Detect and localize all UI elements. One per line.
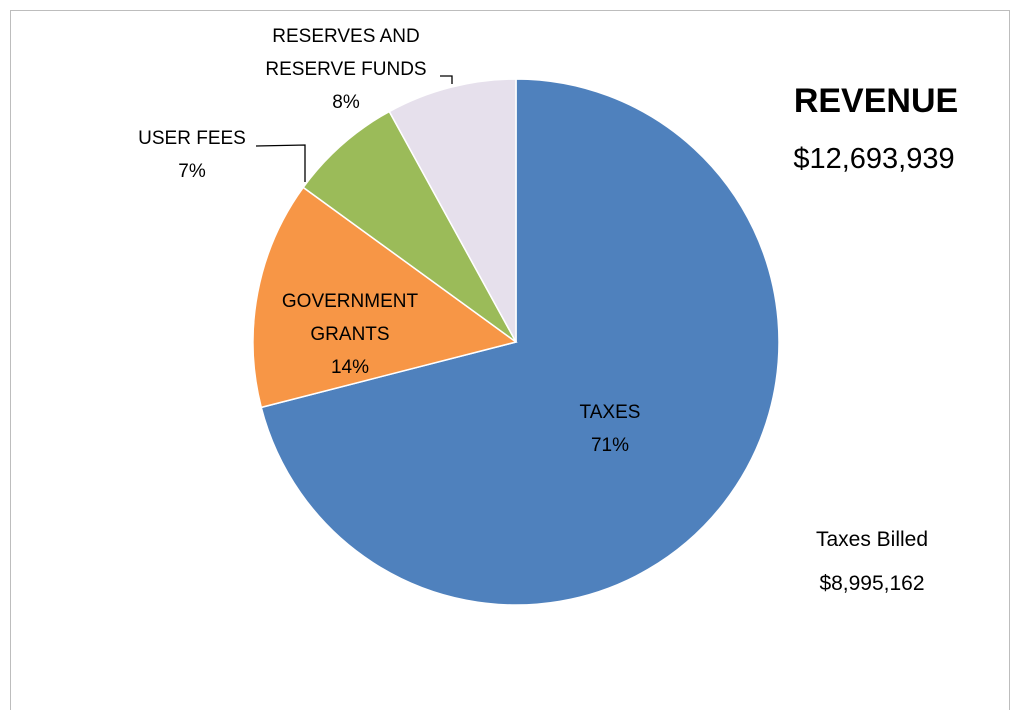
taxes-billed-value: $8,995,162 (819, 572, 924, 595)
chart-subtitle-total: $12,693,939 (793, 143, 954, 175)
label-taxes-percent: 71% (591, 435, 629, 456)
label-grants-line2: GRANTS (310, 324, 389, 345)
pie-slices (252, 78, 780, 606)
label-reserves-line1: RESERVES AND (272, 26, 419, 47)
pie-slice-user-fees (302, 110, 517, 343)
label-taxes-name: TAXES (580, 402, 641, 423)
chart-frame (10, 10, 1010, 710)
chart-title: REVENUE (794, 82, 958, 120)
leader-line-user-fees (255, 144, 306, 182)
label-user-fees-name: USER FEES (138, 128, 246, 149)
label-grants-line1: GOVERNMENT (282, 291, 419, 312)
label-user-fees-percent: 7% (178, 161, 206, 182)
pie-slice-reserves (388, 78, 517, 343)
label-reserves-line2: RESERVE FUNDS (265, 59, 426, 80)
label-grants-percent: 14% (331, 357, 369, 378)
pie-slice-government-grants (252, 186, 518, 409)
pie-slice-taxes (260, 78, 780, 606)
pie-chart: RESERVES AND RESERVE FUNDS 8% USER FEES … (138, 26, 958, 606)
taxes-billed-label: Taxes Billed (816, 528, 928, 551)
label-reserves-percent: 8% (332, 92, 360, 113)
leader-line-reserves (440, 75, 453, 84)
